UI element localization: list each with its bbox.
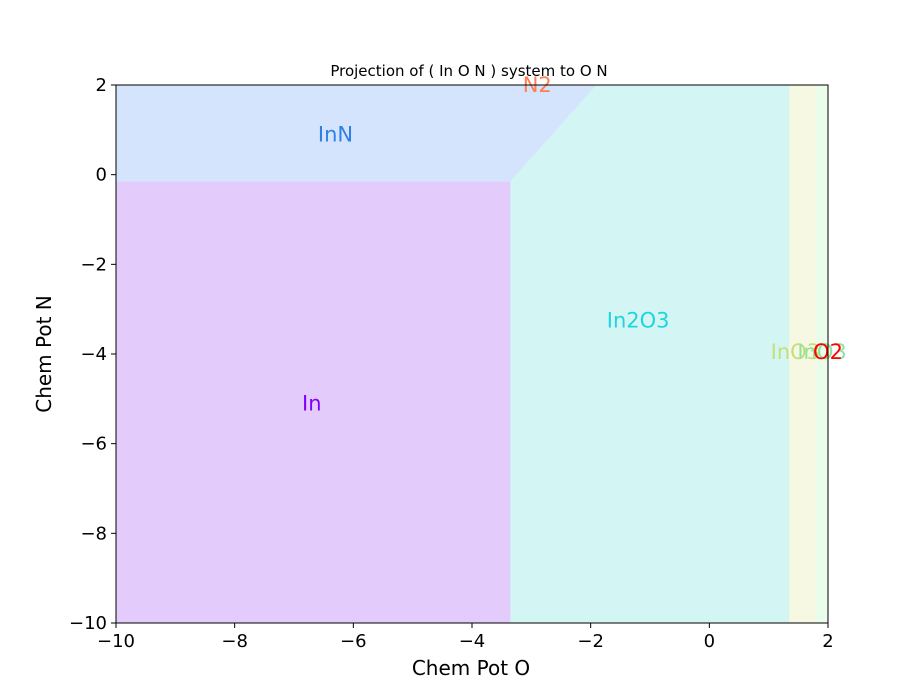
y-tick-label: −2 <box>80 254 107 275</box>
region-label-in2o3-2: In2O3 <box>607 308 670 332</box>
y-tick-label: 2 <box>96 75 107 96</box>
x-tick-label: 2 <box>822 631 833 652</box>
chart-title: Projection of ( In O N ) system to O N <box>330 62 607 80</box>
region-label-ino3-4: InO3 <box>797 340 846 364</box>
region-label-ino3-3: InO3 <box>771 340 820 364</box>
y-tick-label: −8 <box>80 523 107 544</box>
x-axis-ticks: −10 −8 −6 −4 −2 0 2 <box>97 623 834 652</box>
y-tick-label: −6 <box>80 434 107 455</box>
region-label-inn-1: InN <box>318 122 353 146</box>
x-tick-label: −4 <box>459 631 486 652</box>
y-axis-ticks: 2 0 −2 −4 −6 −8 −10 <box>69 75 116 634</box>
x-axis-label: Chem Pot O <box>412 656 530 680</box>
region-label-in-0: In <box>302 391 322 415</box>
y-tick-label: 0 <box>96 165 107 186</box>
y-axis-label: Chem Pot N <box>32 295 56 413</box>
y-tick-label: −10 <box>69 613 107 634</box>
y-tick-label: −4 <box>80 344 107 365</box>
x-tick-label: 0 <box>704 631 715 652</box>
x-tick-label: −6 <box>340 631 367 652</box>
x-tick-label: −2 <box>577 631 604 652</box>
x-tick-label: −8 <box>221 631 248 652</box>
x-tick-label: −10 <box>97 631 135 652</box>
region-fills <box>115 84 829 624</box>
region-in2o3-2 <box>510 84 790 624</box>
